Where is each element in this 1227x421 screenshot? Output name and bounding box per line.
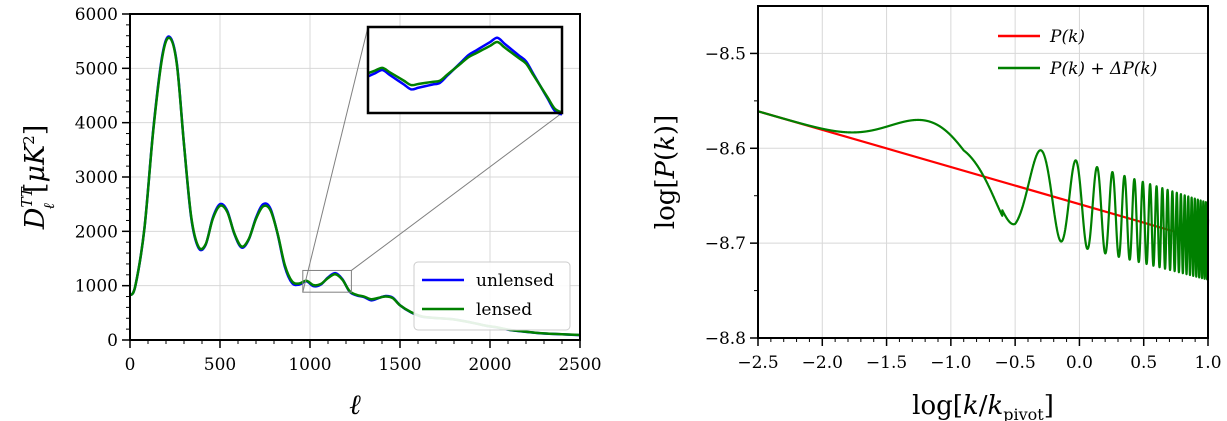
legend-label-pk: P(k) (1049, 27, 1085, 47)
legend-label-pk-delta: P(k) + ΔP(k) (1049, 59, 1157, 79)
right-xtick-label: 0.0 (1066, 353, 1093, 373)
left-tick-marks (122, 13, 581, 348)
legend-label-unlensed: unlensed (476, 271, 554, 291)
left-ytick-label: 2000 (75, 222, 118, 242)
left-ytick-label: 3000 (75, 168, 118, 188)
inset-series-lensed (367, 40, 563, 114)
right-axes-frame (757, 5, 1209, 339)
right-ytick-label: −8.8 (705, 329, 746, 349)
zoom-connector (302, 26, 369, 293)
right-tick-labels: −2.5 −2.0 −1.5 −1.0 −0.5 0.0 0.5 1.0 −8.8 −8.7 −8.… (705, 44, 1222, 373)
left-ytick-label: 6000 (75, 5, 118, 25)
right-xtick-label: 0.5 (1130, 353, 1157, 373)
left-tick-labels: 0 500 1000 1500 2000 2500 0 1000 2000 3000 4000 500… (75, 5, 602, 375)
right-x-axis-label: log[k/kpivot] (912, 391, 1054, 421)
inset-frame (366, 25, 564, 115)
right-xtick-label: −2.5 (737, 353, 778, 373)
right-ytick-label: −8.6 (705, 139, 746, 159)
right-xtick-label: −1.0 (930, 353, 971, 373)
right-legend: P(k) P(k) + ΔP(k) (998, 27, 1157, 79)
svg-text:log[k/kpivot]: log[k/kpivot] (912, 391, 1054, 421)
right-ytick-label: −8.5 (705, 44, 746, 64)
left-xtick-label: 2000 (468, 355, 511, 375)
right-ytick-label: −8.7 (705, 234, 746, 254)
right-series-lines (756, 110, 1210, 281)
left-xtick-label: 1000 (288, 355, 331, 375)
right-xtick-label: −1.5 (866, 353, 907, 373)
right-xtick-label: −0.5 (995, 353, 1036, 373)
zoom-region-box (302, 269, 352, 293)
left-xtick-label: 500 (204, 355, 236, 375)
left-ytick-label: 5000 (75, 59, 118, 79)
inset-background (368, 27, 562, 113)
zoom-connector (351, 112, 563, 271)
right-chart: −2.5 −2.0 −1.5 −1.0 −0.5 0.0 0.5 1.0 −8.8 −8.7 −8.… (651, 5, 1222, 421)
left-chart: 0 500 1000 1500 2000 2500 0 1000 2000 3000 4000 500… (18, 5, 602, 421)
left-xtick-label: 1500 (378, 355, 421, 375)
left-y-axis-label: DTT ℓ[μK2] (18, 125, 58, 231)
left-x-axis-label: ℓ (349, 388, 361, 421)
left-ytick-label: 0 (107, 331, 118, 351)
right-grid (757, 6, 1209, 339)
right-tick-marks (750, 52, 1209, 346)
legend-label-lensed: lensed (476, 300, 532, 320)
svg-text:log[P(k)]: log[P(k)] (651, 115, 681, 229)
left-ytick-label: 4000 (75, 114, 118, 134)
right-y-axis-label: log[P(k)] (651, 115, 681, 229)
right-series-pk-delta (756, 110, 1210, 281)
left-xtick-label: 0 (125, 355, 136, 375)
left-legend: unlensed lensed (413, 261, 571, 331)
right-xtick-label: −2.0 (802, 353, 843, 373)
left-xtick-label: 2500 (558, 355, 601, 375)
left-zoom-inset (302, 25, 564, 293)
left-ytick-label: 1000 (75, 277, 118, 297)
right-xtick-label: 1.0 (1194, 353, 1221, 373)
